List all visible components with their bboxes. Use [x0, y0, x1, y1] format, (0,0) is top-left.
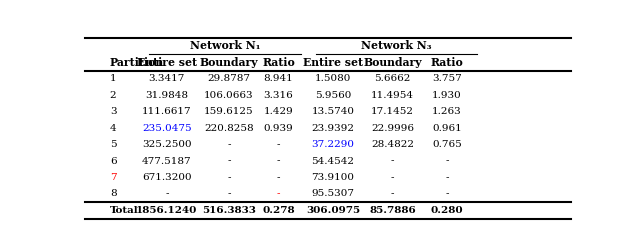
Text: Boundary: Boundary — [200, 57, 258, 68]
Text: -: - — [445, 173, 449, 182]
Text: -: - — [227, 190, 230, 198]
Text: Partition: Partition — [110, 57, 164, 68]
Text: -: - — [276, 140, 280, 149]
Text: 11.4954: 11.4954 — [371, 91, 414, 100]
Text: 1: 1 — [110, 74, 116, 83]
Text: Network N₁: Network N₁ — [190, 40, 260, 52]
Text: 1856.1240: 1856.1240 — [136, 206, 198, 215]
Text: 220.8258: 220.8258 — [204, 124, 253, 133]
Text: -: - — [227, 156, 230, 166]
Text: 5.9560: 5.9560 — [315, 91, 351, 100]
Text: Entire set: Entire set — [303, 57, 363, 68]
Text: 671.3200: 671.3200 — [142, 173, 191, 182]
Text: Total: Total — [110, 206, 138, 215]
Text: Ratio: Ratio — [431, 57, 463, 68]
Text: 111.6617: 111.6617 — [142, 107, 191, 116]
Text: 28.4822: 28.4822 — [371, 140, 414, 149]
Text: 516.3833: 516.3833 — [202, 206, 256, 215]
Text: 1.263: 1.263 — [432, 107, 462, 116]
Text: 95.5307: 95.5307 — [312, 190, 355, 198]
Text: 1.930: 1.930 — [432, 91, 462, 100]
Text: 13.5740: 13.5740 — [312, 107, 355, 116]
Text: -: - — [227, 140, 230, 149]
Text: Boundary: Boundary — [363, 57, 422, 68]
Text: -: - — [165, 190, 168, 198]
Text: 7: 7 — [110, 173, 116, 182]
Text: 29.8787: 29.8787 — [207, 74, 250, 83]
Text: 0.280: 0.280 — [431, 206, 463, 215]
Text: 3: 3 — [110, 107, 116, 116]
Text: -: - — [445, 190, 449, 198]
Text: 3.316: 3.316 — [264, 91, 293, 100]
Text: 325.2500: 325.2500 — [142, 140, 191, 149]
Text: -: - — [276, 190, 280, 198]
Text: 22.9996: 22.9996 — [371, 124, 414, 133]
Text: 6: 6 — [110, 156, 116, 166]
Text: -: - — [227, 173, 230, 182]
Text: -: - — [391, 190, 394, 198]
Text: 235.0475: 235.0475 — [142, 124, 191, 133]
Text: 73.9100: 73.9100 — [312, 173, 355, 182]
Text: 1.5080: 1.5080 — [315, 74, 351, 83]
Text: 54.4542: 54.4542 — [312, 156, 355, 166]
Text: 1.429: 1.429 — [264, 107, 293, 116]
Text: 106.0663: 106.0663 — [204, 91, 253, 100]
Text: 2: 2 — [110, 91, 116, 100]
Text: 37.2290: 37.2290 — [312, 140, 355, 149]
Text: Entire set: Entire set — [137, 57, 197, 68]
Text: 159.6125: 159.6125 — [204, 107, 253, 116]
Text: 8.941: 8.941 — [264, 74, 293, 83]
Text: 4: 4 — [110, 124, 116, 133]
Text: 3.757: 3.757 — [432, 74, 462, 83]
Text: 85.7886: 85.7886 — [369, 206, 416, 215]
Text: -: - — [276, 173, 280, 182]
Text: Network N₃: Network N₃ — [361, 40, 431, 52]
Text: 23.9392: 23.9392 — [312, 124, 355, 133]
Text: 17.1452: 17.1452 — [371, 107, 414, 116]
Text: 0.939: 0.939 — [264, 124, 293, 133]
Text: -: - — [391, 156, 394, 166]
Text: 31.9848: 31.9848 — [145, 91, 188, 100]
Text: Ratio: Ratio — [262, 57, 295, 68]
Text: -: - — [276, 156, 280, 166]
Text: 5.6662: 5.6662 — [374, 74, 411, 83]
Text: -: - — [445, 156, 449, 166]
Text: 306.0975: 306.0975 — [306, 206, 360, 215]
Text: 8: 8 — [110, 190, 116, 198]
Text: 0.961: 0.961 — [432, 124, 462, 133]
Text: 0.278: 0.278 — [262, 206, 294, 215]
Text: 5: 5 — [110, 140, 116, 149]
Text: 0.765: 0.765 — [432, 140, 462, 149]
Text: -: - — [391, 173, 394, 182]
Text: 477.5187: 477.5187 — [142, 156, 191, 166]
Text: 3.3417: 3.3417 — [148, 74, 185, 83]
